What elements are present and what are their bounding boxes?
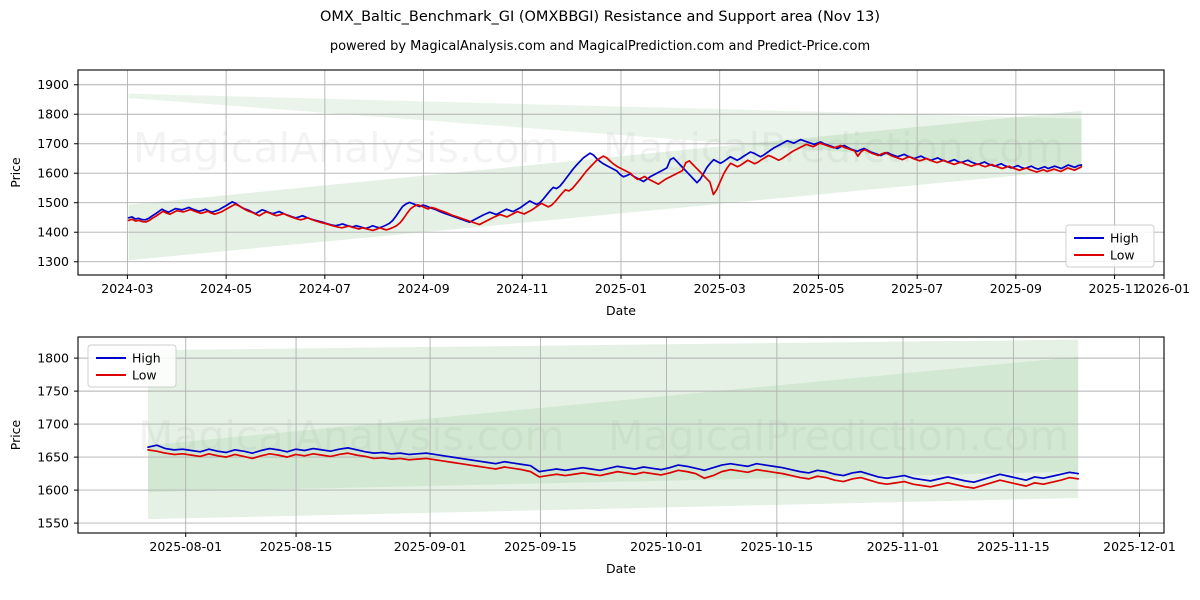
watermark-left: MagicalAnalysis.com (133, 124, 560, 172)
x-tick-label: 2025-11-01 (867, 539, 940, 554)
x-tick-label: 2024-05 (200, 281, 252, 296)
y-tick-label: 1900 (37, 77, 69, 92)
plot-frame (77, 69, 1165, 276)
y-tick-label: 1300 (37, 254, 69, 269)
y-tick-label: 1650 (37, 450, 69, 465)
x-tick-label: 2025-08-01 (149, 539, 222, 554)
x-tick-label: 2024-11 (496, 281, 548, 296)
x-tick-label: 2025-05 (792, 281, 844, 296)
watermark-left: MagicalAnalysis.com (138, 412, 565, 460)
y-tick-label: 1800 (37, 107, 69, 122)
legend-label-high: High (1110, 231, 1139, 246)
x-tick-label: 2025-09-15 (504, 539, 577, 554)
y-tick-label: 1700 (37, 136, 69, 151)
chart-legend[interactable]: High Low (87, 344, 177, 388)
x-tick-label: 2025-01 (595, 281, 647, 296)
x-tick-label: 2025-12-01 (1103, 539, 1176, 554)
bottom-chart-panel: MagicalAnalysis.com MagicalPrediction.com… (8, 336, 1176, 576)
x-tick-label: 2025-08-15 (260, 539, 333, 554)
y-axis-title: Price (8, 157, 23, 188)
x-tick-label: 2025-10-15 (741, 539, 814, 554)
support-resistance-bands (148, 339, 1079, 520)
y-tick-label: 1800 (37, 351, 69, 366)
series-group (147, 444, 1080, 489)
x-tick-label: 2024-09 (397, 281, 449, 296)
top-chart-panel: MagicalAnalysis.comMagicalPrediction.com… (8, 69, 1190, 318)
legend-background (87, 344, 177, 388)
x-tick-label: 2024-07 (299, 281, 351, 296)
y-tick-label: 1600 (37, 166, 69, 181)
x-tick-label: 2025-09-01 (394, 539, 467, 554)
y-tick-label: 1750 (37, 384, 69, 399)
legend-background (1065, 224, 1155, 268)
band-upper-resistance-wedge (128, 93, 1082, 170)
page-title: OMX_Baltic_Benchmark_GI (OMXBBGI) Resist… (320, 9, 880, 25)
x-tick-label: 2025-07 (891, 281, 943, 296)
x-tick-label: 2025-11 (1088, 281, 1140, 296)
y-tick-label: 1500 (37, 195, 69, 210)
x-tick-label: 2025-11-15 (977, 539, 1050, 554)
y-tick-label: 1700 (37, 417, 69, 432)
x-tick-label: 2025-10-01 (630, 539, 703, 554)
band-support-resistance-area (128, 110, 1082, 261)
x-axis-title: Date (606, 561, 636, 576)
y-axis-title: Price (8, 419, 23, 450)
x-tick-label: 2024-03 (101, 281, 153, 296)
x-tick-label: 2025-03 (694, 281, 746, 296)
series-line-high (147, 444, 1080, 484)
x-tick-label: 2026-01 (1138, 281, 1190, 296)
y-tick-label: 1400 (37, 225, 69, 240)
plot-frame (77, 336, 1165, 534)
legend-label-low: Low (1110, 248, 1135, 263)
series-line-low (147, 449, 1080, 489)
y-tick-label: 1600 (37, 483, 69, 498)
series-line-low (127, 142, 1083, 232)
legend-label-low: Low (132, 368, 157, 383)
watermark-right: MagicalPrediction.com (608, 412, 1069, 460)
y-tick-label: 1550 (37, 516, 69, 531)
legend-label-high: High (132, 351, 161, 366)
series-group (127, 138, 1083, 232)
page-subtitle: powered by MagicalAnalysis.com and Magic… (330, 39, 870, 54)
x-axis-title: Date (606, 303, 636, 318)
x-tick-label: 2025-09 (990, 281, 1042, 296)
support-resistance-bands (128, 93, 1082, 261)
chart-legend[interactable]: High Low (1065, 224, 1155, 268)
